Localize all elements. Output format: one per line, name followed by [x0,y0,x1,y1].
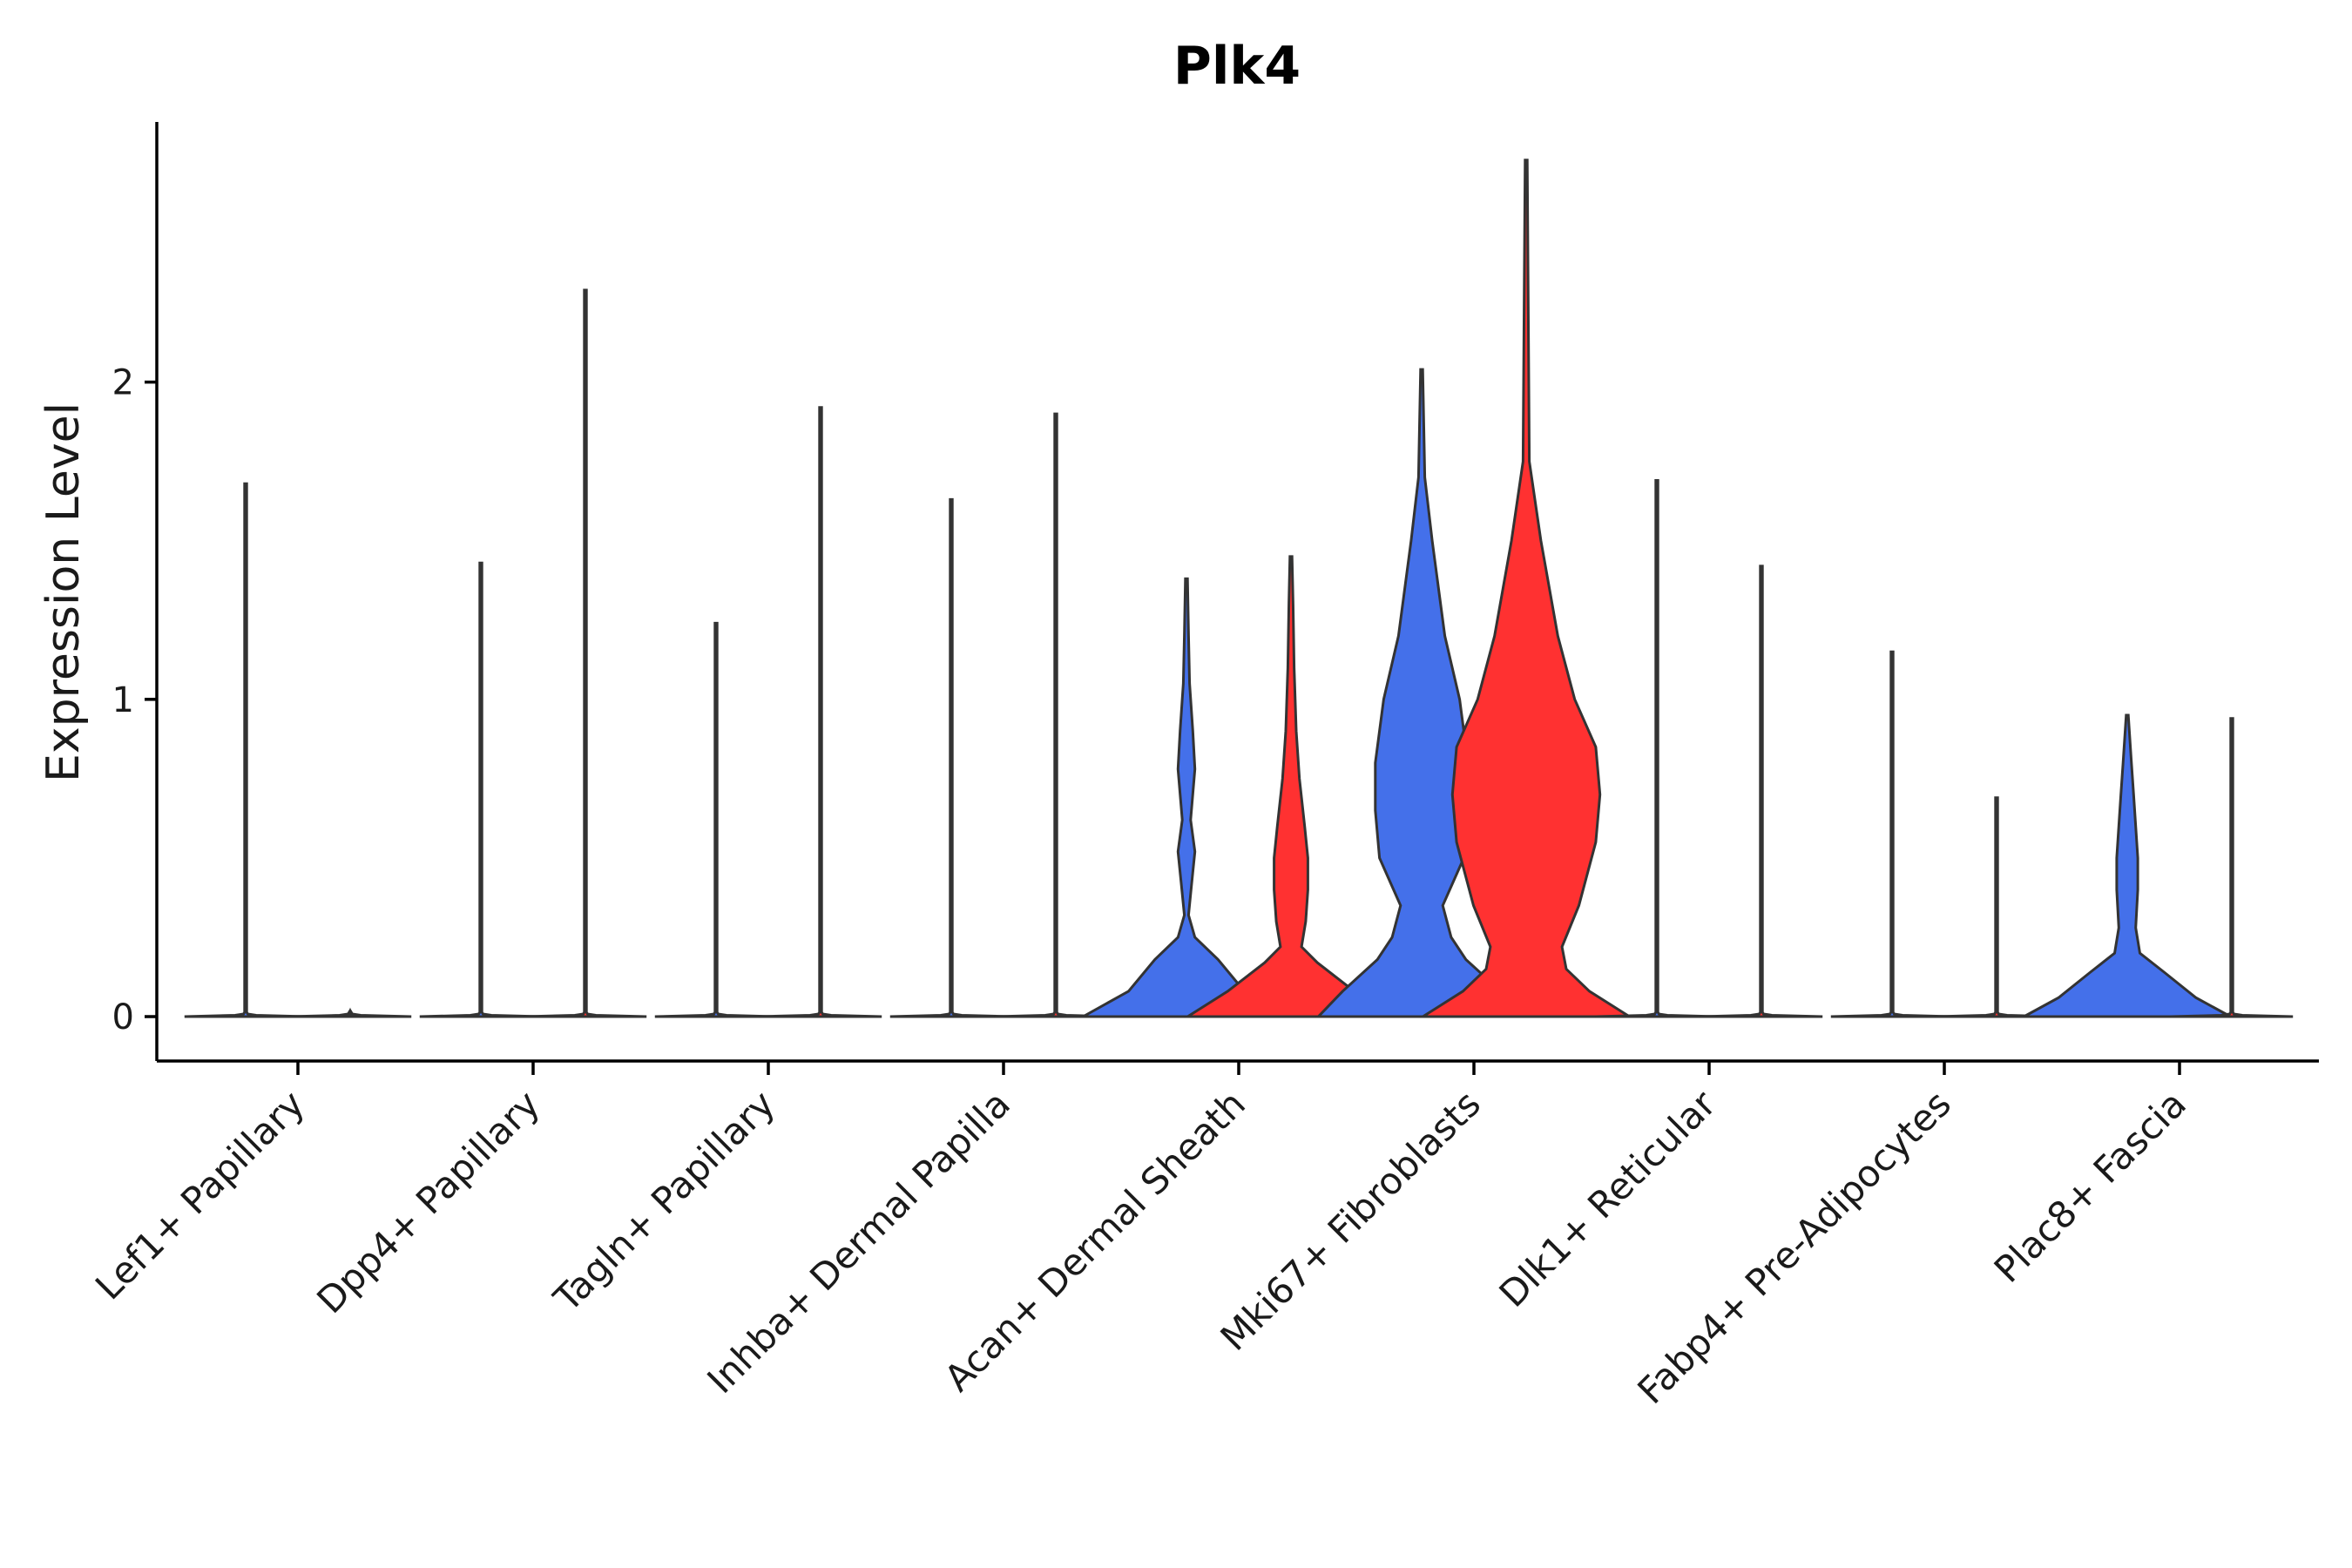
y-tick-label: 0 [112,997,134,1037]
violin-group1-1 [419,561,543,1018]
x-tick-label: Plac8+ Fascia [1986,1082,2194,1290]
y-tick-label: 2 [112,363,134,403]
violin-group1-7 [1830,650,1954,1018]
x-tick-label: Mki67+ Fibroblasts [1213,1082,1489,1358]
violin-group1-2 [654,621,778,1018]
violin-group1-8 [2023,713,2232,1018]
x-tick-label: Dpp4+ Papillary [308,1082,548,1321]
violin-group2-2 [759,406,882,1018]
violin-group1-0 [184,482,308,1018]
violin-group2-5 [1418,159,1634,1018]
violin-group1-5 [1315,368,1529,1018]
x-tick-label: Lef1+ Papillary [87,1082,313,1308]
violin-group2-4 [1183,555,1399,1018]
y-axis-ticks: 0 1 2 [112,363,157,1037]
y-axis-label: Expression Level [37,402,90,782]
x-tick-label: Dlk1+ Reticular [1491,1082,1725,1315]
violin-group2-8 [2170,717,2294,1018]
violin-group1-6 [1595,479,1719,1018]
y-tick-label: 1 [112,680,134,720]
plot-area [184,159,2294,1018]
chart-title: Plk4 [1173,36,1301,97]
violin-group1-3 [889,497,1013,1018]
violin-group2-3 [994,412,1118,1018]
violin-group2-6 [1700,564,1823,1018]
violin-group2-7 [1935,796,2058,1018]
violin-group2-1 [524,288,647,1018]
violin-group1-4 [1078,577,1295,1018]
x-tick-label: Tagln+ Papillary [545,1082,783,1320]
violin-group2-0 [288,1007,412,1018]
